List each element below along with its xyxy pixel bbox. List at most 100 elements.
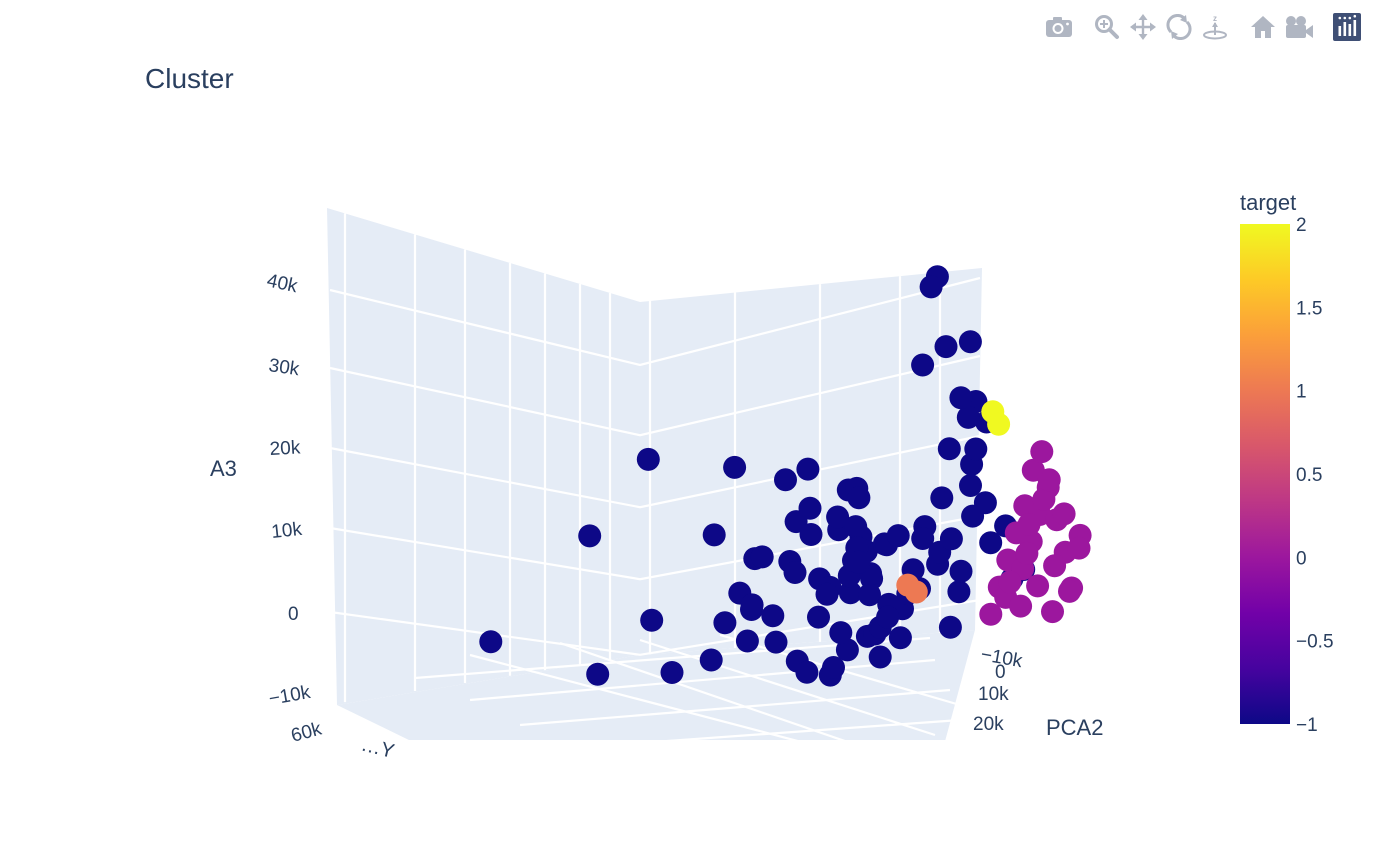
data-point: [761, 604, 785, 628]
data-point: [904, 580, 928, 604]
data-point: [835, 638, 859, 662]
data-point: [774, 468, 797, 492]
data-point: [640, 608, 664, 632]
turntable-rotation-button[interactable]: z: [1197, 10, 1233, 44]
data-point: [959, 474, 982, 497]
chart-title: Cluster: [145, 63, 234, 94]
z-tick-label: 20k: [269, 437, 301, 460]
y-tick-label: 0: [995, 662, 1006, 683]
z-tick-label: −10k: [267, 682, 312, 710]
data-point: [783, 561, 807, 584]
data-point: [826, 505, 850, 529]
z-axis-label: A3: [210, 456, 237, 481]
data-point: [1041, 600, 1064, 624]
data-point: [1017, 513, 1041, 536]
data-point: [807, 605, 830, 629]
data-point: [979, 531, 1003, 555]
colorbar-gradient: [1240, 224, 1290, 724]
data-point: [939, 527, 963, 551]
data-point: [1026, 574, 1050, 598]
z-tick-label: 0: [288, 604, 299, 625]
data-point: [934, 335, 958, 359]
data-point: [961, 504, 985, 528]
data-point: [964, 437, 988, 461]
data-point: [1015, 541, 1039, 565]
colorbar-tick-label: 1: [1296, 382, 1307, 403]
data-point: [937, 437, 961, 461]
series-target-1: [896, 573, 928, 604]
3d-scene[interactable]: [327, 208, 1092, 760]
series-target-2: [981, 400, 1011, 436]
turntable-rotation-icon: z: [1203, 14, 1227, 40]
camera-icon: [1046, 17, 1072, 37]
download-plot-button[interactable]: [1041, 10, 1077, 44]
data-point: [876, 605, 900, 629]
data-point: [911, 353, 935, 377]
data-point: [844, 515, 868, 539]
data-point: [911, 527, 935, 550]
data-point: [956, 405, 980, 429]
colorbar: target 2 1.5 1 0.5 0 −0.5 −1: [1240, 190, 1334, 736]
floor-gridline: [666, 718, 961, 740]
data-point: [949, 386, 973, 410]
data-point: [636, 447, 660, 471]
y-axis-label: PCA2: [1046, 715, 1103, 740]
pan-button[interactable]: [1125, 10, 1161, 44]
data-point: [847, 550, 871, 574]
data-point: [998, 570, 1022, 594]
x-tick-label: 60k: [289, 718, 325, 746]
data-point: [699, 648, 723, 672]
z-tick-label: 10k: [270, 519, 303, 543]
z-gridline: [329, 598, 981, 656]
data-point: [1043, 554, 1067, 578]
video-camera-icon: [1286, 16, 1313, 38]
floor-gridline: [469, 658, 936, 702]
orbital-rotation-button[interactable]: [1161, 10, 1197, 44]
floor-gridline: [559, 641, 846, 740]
data-point: [1037, 468, 1061, 492]
data-point: [829, 621, 853, 645]
svg-text:z: z: [1213, 14, 1217, 23]
plotly-logo-icon: [1333, 13, 1361, 41]
colorbar-tick-label: 1.5: [1296, 298, 1322, 319]
z-tick-label: 40k: [265, 270, 300, 297]
reset-camera-button[interactable]: [1245, 10, 1281, 44]
z-gridline: [329, 276, 981, 367]
zoom-button[interactable]: [1089, 10, 1125, 44]
floor-gridline: [469, 653, 799, 740]
data-point: [1052, 502, 1076, 526]
plotly-logo[interactable]: [1329, 10, 1365, 44]
data-point: [919, 275, 943, 299]
data-point: [979, 602, 1003, 626]
data-point: [750, 545, 774, 569]
data-point: [930, 486, 954, 510]
colorbar-title: target: [1240, 190, 1296, 215]
back-wall-left: [327, 208, 640, 705]
colorbar-tick-label: 0: [1296, 548, 1307, 569]
data-point: [578, 524, 602, 548]
series-target--1: [479, 265, 1036, 687]
data-point: [947, 580, 971, 604]
data-point: [735, 629, 759, 653]
data-point: [847, 486, 871, 510]
data-point: [886, 524, 910, 548]
data-point: [586, 662, 610, 686]
orbit-rotation-icon: [1166, 14, 1192, 40]
data-point: [815, 582, 839, 606]
colorbar-tick-label: 2: [1296, 215, 1307, 236]
colorbar-tick-label: −1: [1296, 715, 1318, 736]
z-gridline: [329, 434, 981, 509]
last-saved-view-button[interactable]: [1281, 10, 1317, 44]
y-tick-label: 10k: [978, 684, 1009, 705]
floor-gridline: [639, 638, 936, 737]
data-point: [888, 626, 912, 650]
z-gridline: [329, 354, 981, 437]
data-point: [796, 457, 820, 481]
modebar: z: [1041, 10, 1365, 44]
data-point: [723, 455, 747, 479]
data-point: [938, 615, 962, 639]
data-point: [1030, 440, 1054, 464]
scatter-points: [479, 265, 1092, 687]
